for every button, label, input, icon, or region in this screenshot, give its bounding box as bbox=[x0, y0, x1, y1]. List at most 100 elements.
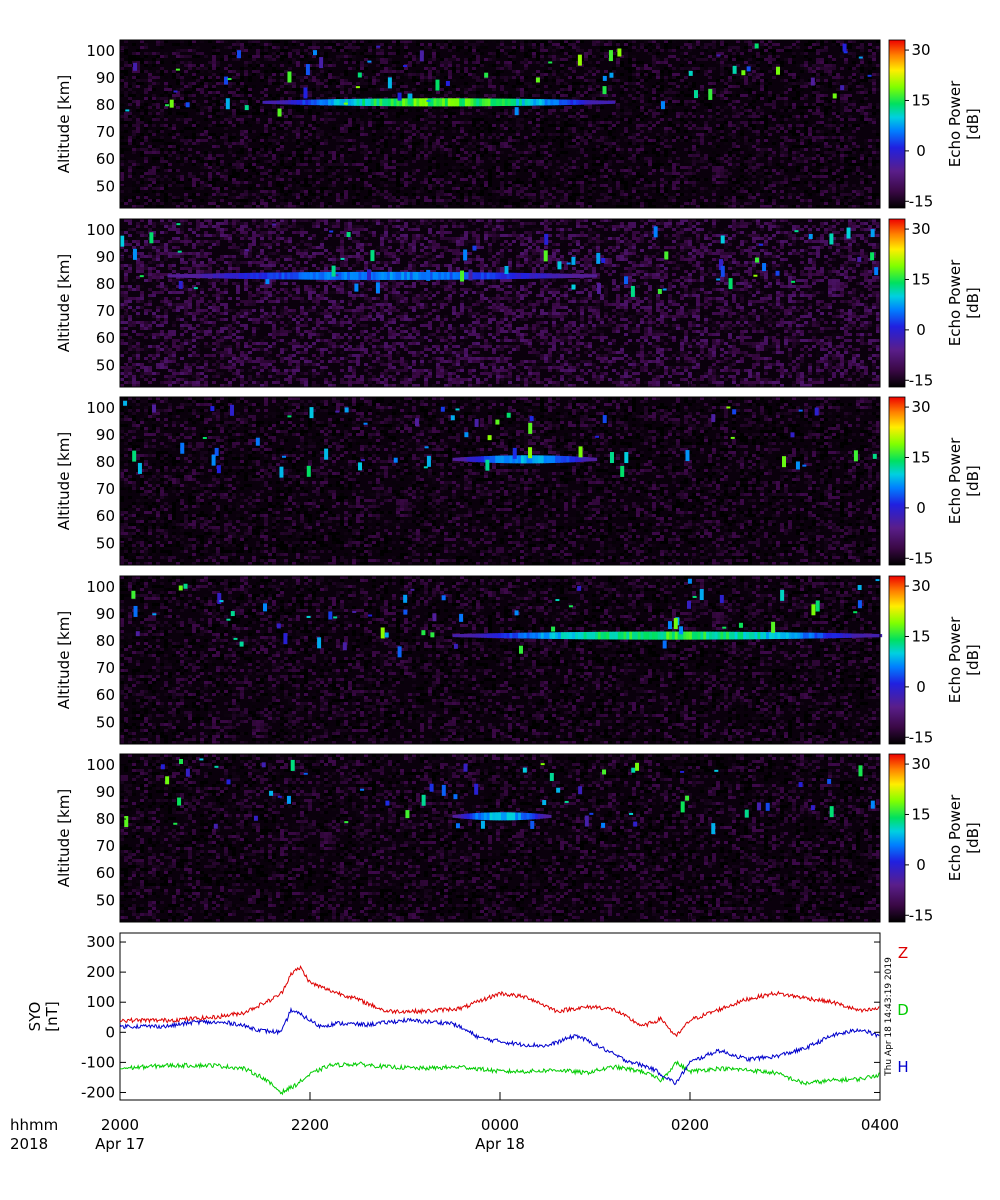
y-tick-label: 80 bbox=[96, 453, 115, 471]
sporadic-echoes bbox=[125, 43, 872, 117]
colorbar bbox=[888, 575, 906, 745]
y-tick-label: 80 bbox=[96, 275, 115, 293]
colorbar-label-line1: Echo Power bbox=[946, 259, 964, 346]
colorbar-tick-label: 0 bbox=[916, 856, 926, 874]
y-tick-label: 100 bbox=[86, 221, 115, 239]
sporadic-echoes bbox=[131, 578, 880, 658]
series-label-D: D bbox=[897, 1001, 909, 1019]
x-tick-time: 0000 bbox=[481, 1116, 519, 1134]
y-tick-label: 100 bbox=[86, 756, 115, 774]
heatmap-noise bbox=[120, 219, 880, 387]
y-tick-label: 200 bbox=[86, 963, 115, 981]
x-tick-time: 0400 bbox=[861, 1116, 899, 1134]
echo-layer bbox=[262, 98, 616, 107]
y-tick-label: 90 bbox=[96, 783, 115, 801]
y-tick-label: 50 bbox=[96, 713, 115, 731]
colorbar-tick-label: 30 bbox=[911, 577, 930, 595]
colorbar-label-line2: [dB] bbox=[964, 465, 982, 497]
y-tick-label: -200 bbox=[81, 1083, 115, 1101]
colorbar-label-line2: [dB] bbox=[964, 287, 982, 319]
y-tick-label: 70 bbox=[96, 480, 115, 498]
colorbar-tick-label: -15 bbox=[909, 192, 934, 210]
radar-panel-4: 50 60 70 80 90 100 Altitude [km] 30 15 0 -15 Echo P… bbox=[55, 575, 982, 746]
y-tick-label: 80 bbox=[96, 810, 115, 828]
colorbar-tick-label: 15 bbox=[911, 627, 930, 645]
sporadic-echoes bbox=[120, 223, 879, 297]
colorbar-label-line1: Echo Power bbox=[946, 616, 964, 703]
plot-timestamp: Thu Apr 18 14:43:19 2019 bbox=[884, 957, 894, 1077]
y-tick-label: 50 bbox=[96, 177, 115, 195]
x-tick-time: 0200 bbox=[671, 1116, 709, 1134]
radar-panel-5: 50 60 70 80 90 100 Altitude [km] 30 15 0 -15 Echo P… bbox=[55, 753, 982, 924]
y-tick-label: 80 bbox=[96, 96, 115, 114]
y-axis-label: Altitude [km] bbox=[55, 789, 73, 887]
echo-layer bbox=[452, 812, 552, 821]
echo-layer bbox=[452, 631, 883, 640]
colorbar-tick-label: -15 bbox=[909, 371, 934, 389]
colorbar-tick-label: -15 bbox=[909, 549, 934, 567]
colorbar bbox=[888, 396, 906, 566]
magnetometer-frame bbox=[119, 932, 881, 1101]
time-axis-row1-label: hhmm bbox=[10, 1116, 58, 1134]
heatmap-noise bbox=[120, 754, 880, 922]
echo-layer bbox=[452, 455, 598, 464]
time-axis-row2-label: 2018 bbox=[10, 1135, 48, 1153]
radar-panel-2: 50 60 70 80 90 100 Altitude [km] 30 15 0 -15 Echo P… bbox=[55, 218, 982, 389]
colorbar-tick-label: 15 bbox=[911, 270, 930, 288]
x-tick-time: 2000 bbox=[101, 1116, 139, 1134]
colorbar bbox=[888, 753, 906, 923]
y-tick-label: 70 bbox=[96, 302, 115, 320]
series-label-H: H bbox=[897, 1058, 908, 1076]
y-tick-label: 90 bbox=[96, 69, 115, 87]
y-tick-label: -100 bbox=[81, 1053, 115, 1071]
colorbar-tick-label: 30 bbox=[911, 41, 930, 59]
y-tick-label: 50 bbox=[96, 534, 115, 552]
series-label-Z: Z bbox=[898, 944, 908, 962]
x-tick-time: 2200 bbox=[291, 1116, 329, 1134]
colorbar-label-line1: Echo Power bbox=[946, 794, 964, 881]
series-line-H bbox=[119, 1006, 880, 1086]
y-tick-label: 50 bbox=[96, 891, 115, 909]
y-tick-label: 60 bbox=[96, 150, 115, 168]
colorbar-tick-label: 15 bbox=[911, 805, 930, 823]
colorbar-tick-label: 0 bbox=[916, 321, 926, 339]
colorbar-label-line1: Echo Power bbox=[946, 80, 964, 167]
colorbar-tick-label: 0 bbox=[916, 142, 926, 160]
colorbar-tick-label: 30 bbox=[911, 398, 930, 416]
y-tick-label: 0 bbox=[105, 1023, 115, 1041]
y-axis-label: Altitude [km] bbox=[55, 254, 73, 352]
y-tick-label: 100 bbox=[86, 578, 115, 596]
colorbar-tick-label: 15 bbox=[911, 91, 930, 109]
heatmap-noise bbox=[120, 40, 880, 208]
sporadic-echoes bbox=[124, 758, 875, 835]
colorbar-label-line2: [dB] bbox=[964, 108, 982, 140]
y-axis-label: Altitude [km] bbox=[55, 75, 73, 173]
radar-panel-3: 50 60 70 80 90 100 Altitude [km] 30 15 0 -15 Echo P… bbox=[55, 396, 982, 567]
magnetometer-ylabel-line1: SYO bbox=[26, 1002, 44, 1032]
colorbar-label-line2: [dB] bbox=[964, 822, 982, 854]
y-tick-label: 60 bbox=[96, 507, 115, 525]
x-tick-date: Apr 18 bbox=[475, 1135, 525, 1153]
colorbar-tick-label: -15 bbox=[909, 728, 934, 746]
colorbar-tick-label: 15 bbox=[911, 448, 930, 466]
y-tick-label: 70 bbox=[96, 837, 115, 855]
y-tick-label: 90 bbox=[96, 605, 115, 623]
x-tick-date: Apr 17 bbox=[95, 1135, 145, 1153]
y-tick-label: 60 bbox=[96, 864, 115, 882]
series-line-D bbox=[119, 1060, 880, 1096]
y-tick-label: 70 bbox=[96, 659, 115, 677]
radar-panel-1: 50 60 70 80 90 100 Altitude [km] 30 15 0 -15 Echo P… bbox=[55, 39, 982, 210]
y-tick-label: 60 bbox=[96, 329, 115, 347]
colorbar-tick-label: 0 bbox=[916, 678, 926, 696]
colorbar bbox=[888, 218, 906, 388]
y-tick-label: 60 bbox=[96, 686, 115, 704]
y-tick-label: 80 bbox=[96, 632, 115, 650]
colorbar bbox=[888, 39, 906, 209]
colorbar-tick-label: 30 bbox=[911, 220, 930, 238]
y-tick-label: 90 bbox=[96, 248, 115, 266]
y-tick-label: 100 bbox=[86, 993, 115, 1011]
series-line-Z bbox=[119, 964, 880, 1038]
